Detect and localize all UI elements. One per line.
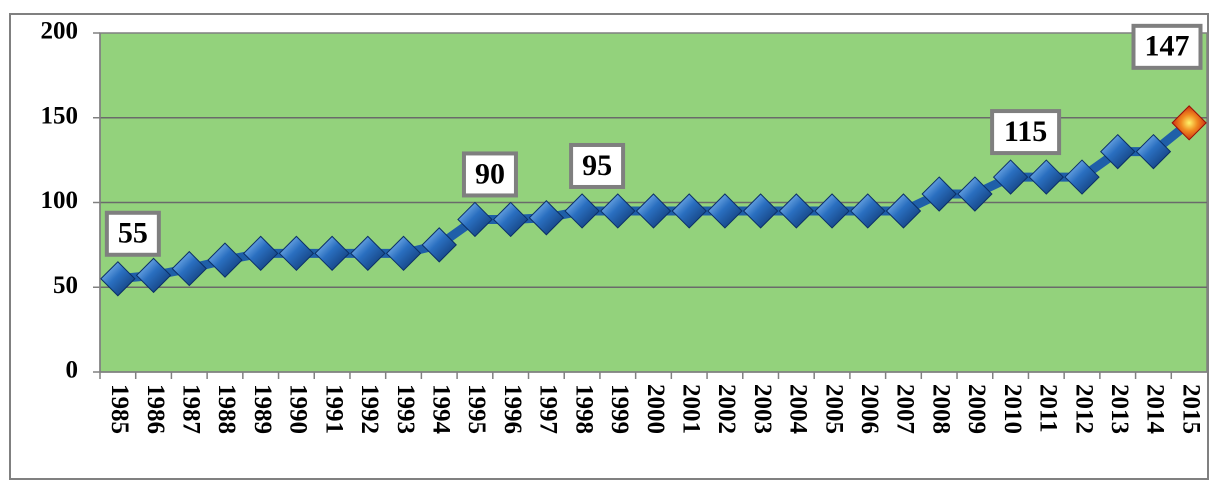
marker [850, 193, 886, 229]
marker [742, 193, 779, 229]
data-label: 55 [118, 217, 148, 250]
x-tick-label: 1992 [356, 384, 383, 434]
x-tick-label: 1989 [249, 384, 276, 434]
marker [814, 193, 850, 229]
x-tick-label: 1988 [213, 384, 240, 434]
marker [528, 200, 565, 236]
marker [885, 193, 922, 229]
data-label-box [990, 109, 1062, 156]
x-tick-label: 1997 [535, 384, 562, 434]
data-label-box [461, 151, 518, 198]
x-tick-label: 2009 [963, 384, 990, 434]
x-tick-label: 1991 [320, 384, 347, 434]
y-tick-label: 50 [53, 272, 78, 299]
x-tick-label: 2015 [1177, 384, 1204, 434]
y-tick-label: 0 [66, 357, 79, 384]
marker [1171, 105, 1207, 141]
y-tick-label: 100 [41, 187, 79, 214]
x-tick-label: 2008 [927, 384, 954, 434]
x-tick-label: 2006 [856, 384, 883, 434]
marker [278, 235, 315, 272]
data-label: 95 [582, 149, 612, 182]
y-tick-label: 200 [41, 18, 79, 45]
x-tick-label: 2011 [1035, 384, 1062, 433]
marker [242, 235, 279, 272]
marker [314, 235, 350, 272]
x-tick-label: 1986 [142, 384, 169, 434]
marker [635, 193, 672, 229]
x-tick-label: 2010 [999, 384, 1026, 434]
x-tick-label: 2003 [749, 384, 776, 434]
marker [600, 193, 636, 229]
x-tick-label: 2007 [892, 384, 919, 434]
marker [957, 176, 993, 212]
x-tick-label: 2005 [820, 384, 847, 434]
x-tick-label: 1994 [428, 384, 455, 435]
chart-frame [9, 13, 1209, 480]
x-tick-label: 1999 [606, 384, 633, 434]
x-tick-label: 2014 [1142, 384, 1169, 435]
marker [1028, 159, 1065, 195]
data-label: 115 [1004, 115, 1047, 148]
marker [1100, 133, 1136, 170]
x-tick-label: 1995 [463, 384, 490, 434]
x-tick-label: 1993 [392, 384, 419, 434]
x-tick-label: 2012 [1070, 384, 1097, 434]
marker [171, 250, 207, 287]
marker [707, 193, 743, 229]
x-tick-label: 1985 [106, 384, 133, 434]
data-label: 90 [475, 157, 505, 190]
marker [135, 257, 172, 294]
marker [385, 235, 422, 272]
x-tick-label: 2000 [642, 384, 669, 434]
marker [992, 159, 1029, 195]
data-label-box [1131, 23, 1203, 70]
x-tick-label: 2002 [713, 384, 740, 434]
marker [921, 176, 957, 212]
y-tick-label: 150 [41, 102, 79, 129]
x-tick-label: 2001 [677, 384, 704, 434]
marker [457, 201, 493, 238]
marker [207, 242, 243, 278]
x-tick-label: 2004 [785, 384, 812, 435]
data-label-box [104, 210, 161, 257]
marker [100, 261, 136, 297]
data-label: 147 [1145, 30, 1190, 63]
marker [1064, 159, 1100, 195]
marker [564, 193, 600, 229]
x-tick-label: 1990 [285, 384, 312, 434]
marker [671, 193, 707, 229]
x-tick-label: 1987 [178, 384, 205, 434]
data-label-box [569, 142, 626, 189]
x-tick-label: 1996 [499, 384, 526, 434]
x-tick-label: 2013 [1106, 384, 1133, 434]
marker [492, 201, 529, 238]
marker [421, 227, 457, 263]
marker [1135, 133, 1172, 170]
marker [778, 193, 815, 229]
x-tick-label: 1998 [570, 384, 597, 434]
marker [350, 235, 386, 272]
